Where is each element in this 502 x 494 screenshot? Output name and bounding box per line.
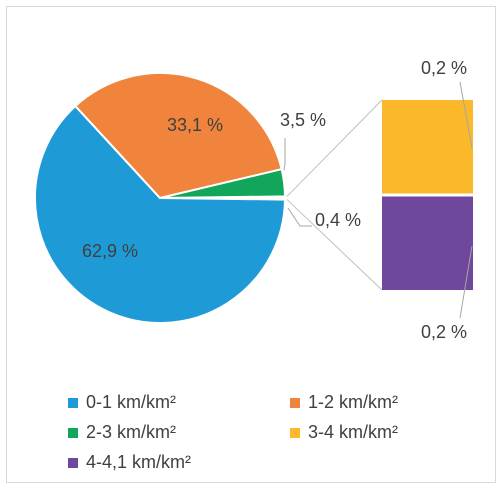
leader-line-other xyxy=(287,207,312,227)
bar-segment-1 xyxy=(382,196,473,290)
slice-label-0: 62,9 % xyxy=(82,241,138,261)
connector-line-bottom xyxy=(286,199,383,291)
legend-swatch-3 xyxy=(290,427,300,438)
pie-slice-0 xyxy=(34,104,287,324)
secondary-bar xyxy=(382,100,473,290)
data-labels: 62,9 % 33,1 % 3,5 % 0,4 % 0,2 % 0,2 % xyxy=(82,58,473,342)
slice-label-1: 33,1 % xyxy=(167,115,223,135)
legend-swatch-1 xyxy=(290,397,300,408)
bar-label-1: 0,2 % xyxy=(421,322,467,342)
legend-item-4: 4-4,1 km/km² xyxy=(68,452,191,473)
legend-item-2: 2-3 km/km² xyxy=(68,422,176,443)
legend-swatch-2 xyxy=(68,427,78,438)
legend-label-0: 0-1 km/km² xyxy=(86,392,176,412)
legend-swatch-0 xyxy=(68,397,78,408)
slice-label-2: 3,5 % xyxy=(280,110,326,130)
legend-label-2: 2-3 km/km² xyxy=(86,422,176,442)
legend-item-0: 0-1 km/km² xyxy=(68,392,176,413)
connector-lines xyxy=(286,99,383,291)
legend-label-1: 1-2 km/km² xyxy=(308,392,398,412)
other-slice-label: 0,4 % xyxy=(315,210,361,230)
leader-line-bar-0 xyxy=(459,81,473,149)
connector-line-top xyxy=(286,99,383,197)
bar-segment-0 xyxy=(382,100,473,194)
legend-item-1: 1-2 km/km² xyxy=(290,392,398,413)
legend-swatch-4 xyxy=(68,457,78,468)
pie-slice-other xyxy=(159,195,286,201)
chart-border xyxy=(6,6,496,483)
bar-label-0: 0,2 % xyxy=(421,58,467,78)
pie-group xyxy=(34,72,287,324)
leader-line-bar-1 xyxy=(459,245,473,319)
leader-line-slice-2 xyxy=(283,138,286,171)
legend-label-3: 3-4 km/km² xyxy=(308,422,398,442)
legend-label-4: 4-4,1 km/km² xyxy=(86,452,192,472)
legend-item-3: 3-4 km/km² xyxy=(290,422,398,443)
pie-slice-1 xyxy=(73,72,283,200)
